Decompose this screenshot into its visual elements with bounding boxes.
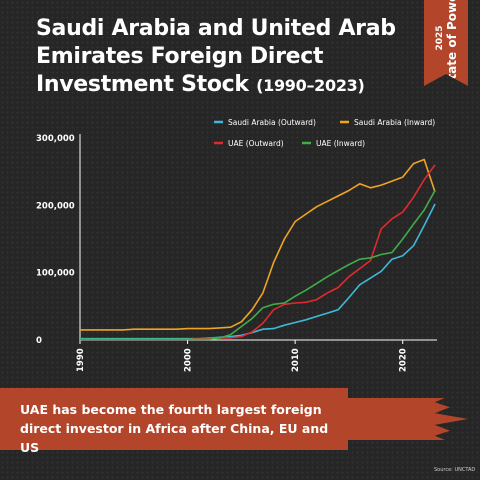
legend-label: Saudi Arabia (Outward) <box>228 118 316 127</box>
legend-label: UAE (Outward) <box>228 139 284 148</box>
series-line-0 <box>80 203 436 340</box>
x-tick-label: 2000 <box>184 348 194 372</box>
source-note: Source: UNCTAD <box>434 467 476 473</box>
x-tick-label: 1990 <box>76 348 86 372</box>
legend-label: Saudi Arabia (Inward) <box>354 118 435 127</box>
title-main: Saudi Arabia and United Arab Emirates Fo… <box>36 16 396 97</box>
y-tick-label: 100,000 <box>36 269 75 279</box>
x-tick-label: 2020 <box>399 348 409 372</box>
y-tick-label: 0 <box>36 336 42 346</box>
chart-title: Saudi Arabia and United Arab Emirates Fo… <box>36 15 426 100</box>
series-line-3 <box>80 190 436 341</box>
x-tick-label: 2010 <box>291 348 301 372</box>
y-tick-label: 200,000 <box>36 201 75 211</box>
series-line-1 <box>80 158 436 331</box>
banner: UAE has become the fourth largest foreig… <box>0 388 348 455</box>
state-of-power-badge: 2025 State of Power <box>424 0 468 86</box>
legend-label: UAE (Inward) <box>316 139 365 148</box>
banner-text: UAE has become the fourth largest foreig… <box>20 402 329 455</box>
title-years: (1990–2023) <box>256 76 365 95</box>
y-tick-label: 300,000 <box>36 134 75 144</box>
